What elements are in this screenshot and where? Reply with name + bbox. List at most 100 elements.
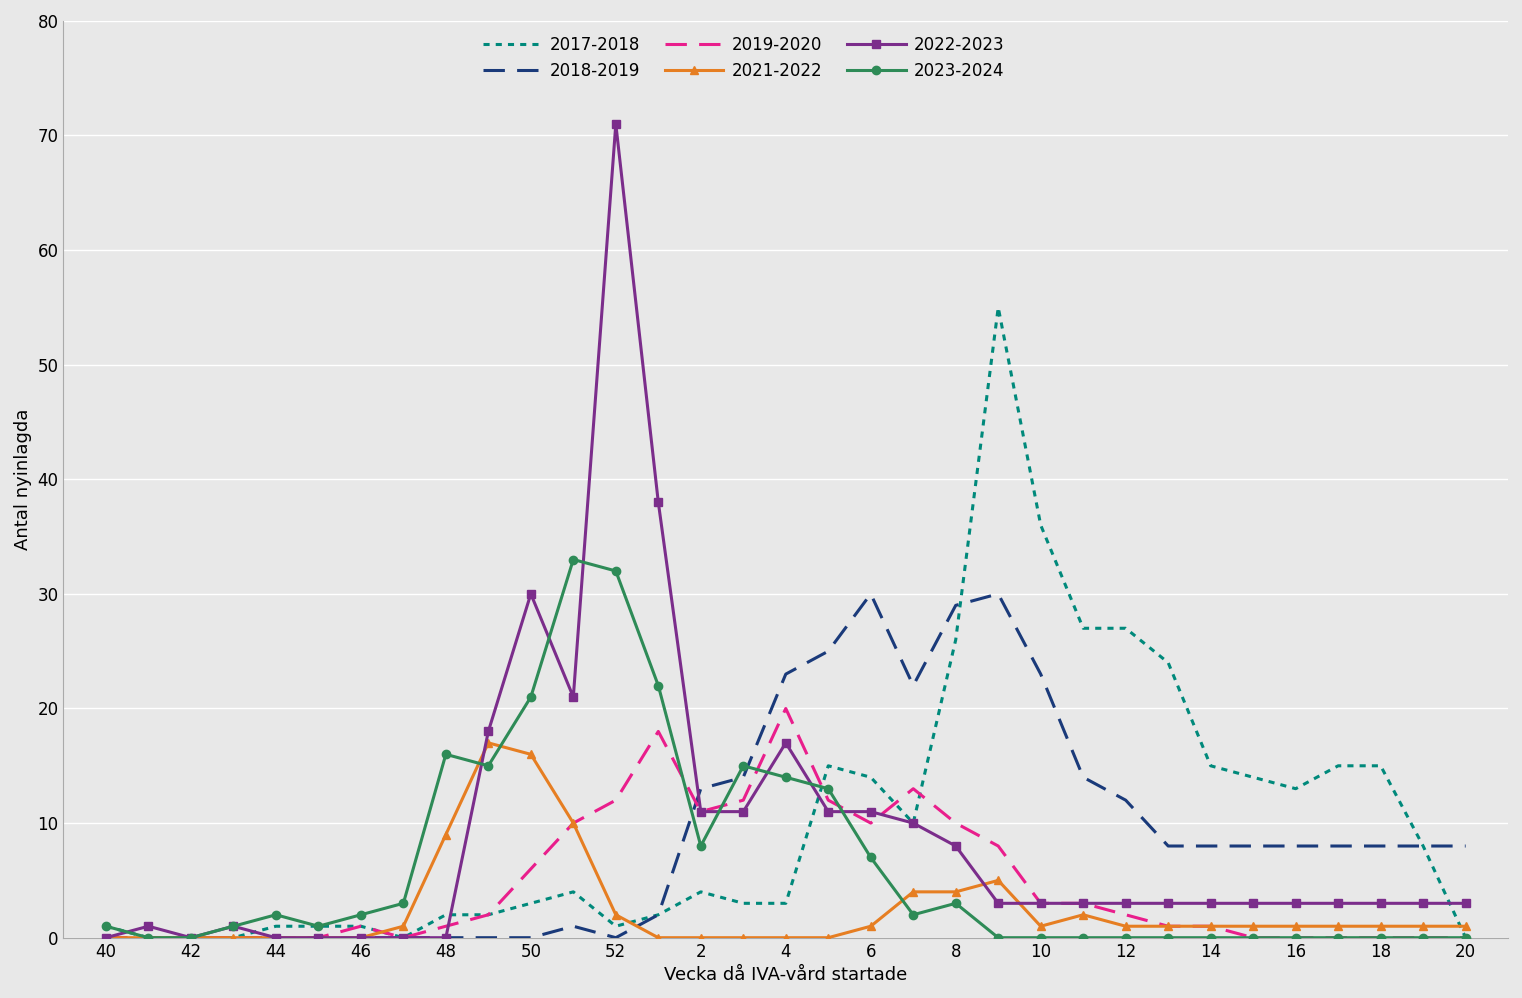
2021-2022 [479, 737, 498, 748]
2022-2023 [904, 817, 922, 829]
2017-2018 [309, 920, 327, 932]
2022-2023 [947, 840, 965, 852]
2018-2019 [309, 932, 327, 944]
2017-2018 [479, 909, 498, 921]
Line: 2023-2024: 2023-2024 [102, 555, 1470, 942]
2018-2019 [352, 932, 370, 944]
2018-2019 [1286, 840, 1304, 852]
2022-2023 [691, 805, 709, 817]
2017-2018 [607, 920, 626, 932]
2018-2019 [1243, 840, 1262, 852]
2018-2019 [1160, 840, 1178, 852]
2023-2024 [1457, 932, 1475, 944]
2019-2020 [989, 840, 1008, 852]
2018-2019 [989, 588, 1008, 600]
2023-2024 [861, 851, 880, 863]
2017-2018 [394, 932, 412, 944]
2022-2023 [1243, 897, 1262, 909]
2022-2023 [861, 805, 880, 817]
2023-2024 [97, 920, 116, 932]
2017-2018 [565, 886, 583, 898]
2018-2019 [479, 932, 498, 944]
2019-2020 [437, 920, 455, 932]
2022-2023 [607, 118, 626, 130]
2023-2024 [1286, 932, 1304, 944]
2023-2024 [947, 897, 965, 909]
2018-2019 [819, 645, 837, 657]
2017-2018 [97, 920, 116, 932]
2019-2020 [1329, 932, 1347, 944]
2019-2020 [479, 909, 498, 921]
2023-2024 [140, 932, 158, 944]
2018-2019 [947, 600, 965, 612]
2017-2018 [1329, 759, 1347, 771]
2017-2018 [989, 301, 1008, 313]
2019-2020 [1371, 932, 1390, 944]
2022-2023 [734, 805, 752, 817]
2023-2024 [776, 771, 794, 783]
2018-2019 [522, 932, 540, 944]
2017-2018 [352, 920, 370, 932]
2017-2018 [904, 817, 922, 829]
2023-2024 [181, 932, 199, 944]
2023-2024 [819, 782, 837, 794]
2022-2023 [1286, 897, 1304, 909]
2018-2019 [1414, 840, 1432, 852]
2021-2022 [140, 932, 158, 944]
2021-2022 [1032, 920, 1050, 932]
2021-2022 [1286, 920, 1304, 932]
2023-2024 [394, 897, 412, 909]
2018-2019 [691, 782, 709, 794]
2021-2022 [565, 817, 583, 829]
2022-2023 [1457, 897, 1475, 909]
2022-2023 [650, 496, 668, 508]
2019-2020 [97, 932, 116, 944]
2018-2019 [97, 932, 116, 944]
2017-2018 [266, 920, 285, 932]
2023-2024 [224, 920, 242, 932]
2022-2023 [776, 737, 794, 748]
2017-2018 [1414, 840, 1432, 852]
2018-2019 [266, 932, 285, 944]
2021-2022 [776, 932, 794, 944]
2021-2022 [904, 886, 922, 898]
2022-2023 [819, 805, 837, 817]
2022-2023 [266, 932, 285, 944]
2021-2022 [1075, 909, 1093, 921]
2017-2018 [1201, 759, 1219, 771]
2023-2024 [522, 691, 540, 703]
2017-2018 [1457, 932, 1475, 944]
2021-2022 [989, 874, 1008, 886]
2019-2020 [1243, 932, 1262, 944]
2023-2024 [565, 554, 583, 566]
2022-2023 [224, 920, 242, 932]
X-axis label: Vecka då IVA-vård startade: Vecka då IVA-vård startade [664, 966, 907, 984]
2021-2022 [1201, 920, 1219, 932]
2022-2023 [97, 932, 116, 944]
2021-2022 [947, 886, 965, 898]
2017-2018 [1243, 771, 1262, 783]
2018-2019 [565, 920, 583, 932]
2017-2018 [1160, 657, 1178, 669]
2022-2023 [352, 932, 370, 944]
2017-2018 [861, 771, 880, 783]
2021-2022 [819, 932, 837, 944]
2021-2022 [97, 932, 116, 944]
2018-2019 [1201, 840, 1219, 852]
2023-2024 [1329, 932, 1347, 944]
2019-2020 [650, 726, 668, 738]
2023-2024 [266, 909, 285, 921]
2023-2024 [352, 909, 370, 921]
2021-2022 [1414, 920, 1432, 932]
2017-2018 [181, 932, 199, 944]
2021-2022 [309, 932, 327, 944]
2019-2020 [1160, 920, 1178, 932]
2023-2024 [989, 932, 1008, 944]
2022-2023 [989, 897, 1008, 909]
2018-2019 [1032, 668, 1050, 680]
2017-2018 [776, 897, 794, 909]
2021-2022 [352, 932, 370, 944]
Line: 2019-2020: 2019-2020 [107, 709, 1466, 938]
2019-2020 [734, 794, 752, 806]
2022-2023 [479, 726, 498, 738]
